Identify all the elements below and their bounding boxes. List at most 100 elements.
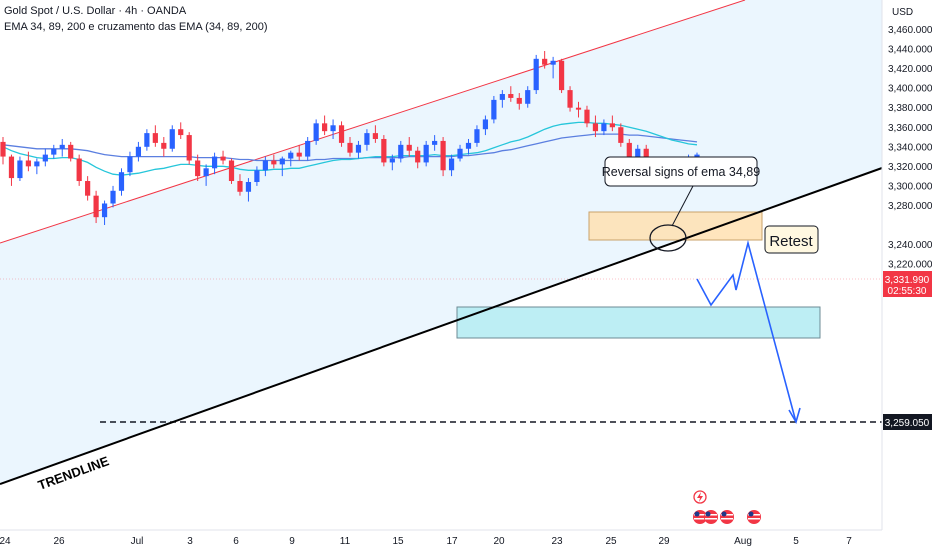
candle-body [398, 144, 404, 159]
candle-body [347, 142, 353, 153]
indicator-legend: EMA 34, 89, 200 e cruzamento das EMA (34… [4, 21, 268, 33]
time-tick-label: 26 [53, 536, 65, 547]
candle-body [288, 152, 294, 159]
candle-body [533, 58, 539, 91]
price-tick-label: 3,280.000 [888, 201, 932, 212]
candle-body [169, 129, 175, 149]
event-icons [693, 490, 761, 524]
price-tick-label: 3,220.000 [888, 260, 932, 271]
candle-body [618, 127, 624, 143]
price-tick-label: 3,460.000 [888, 25, 932, 36]
candle-body [161, 142, 167, 149]
candle-body [575, 107, 582, 110]
candle-body [694, 154, 700, 157]
time-tick-label: 24 [0, 536, 11, 547]
candle-body [381, 138, 387, 163]
candle-body [423, 144, 429, 163]
price-tick-label: 3,320.000 [888, 162, 932, 173]
candle-body [567, 90, 573, 108]
candle-body [389, 158, 395, 163]
price-axis-ticks: 3,460.000 3,440.000 3,420.000 3,400.000 3,38… [888, 25, 932, 271]
reversal-callout-text: Reversal signs of ema 34,89 [602, 165, 760, 179]
time-tick-label: 7 [846, 536, 852, 547]
candle-body [542, 58, 548, 65]
channel-fill [0, 0, 882, 484]
candle-body [499, 94, 505, 100]
time-axis[interactable] [0, 530, 932, 550]
candle-body [211, 156, 218, 169]
last-price: 3,331.990 [885, 275, 930, 286]
time-tick-label: Jul [131, 536, 144, 547]
candle-body [457, 148, 463, 159]
time-tick-label: 15 [392, 536, 404, 547]
candle-body [372, 133, 378, 139]
retest-box [764, 225, 819, 254]
price-tick-label: 3,440.000 [888, 45, 932, 56]
price-tick-label: 3,360.000 [888, 123, 932, 134]
candle-body [448, 158, 455, 171]
callout-pointer [671, 185, 694, 227]
candle-body [152, 133, 158, 143]
candle-body [491, 99, 497, 120]
candle-body [68, 144, 74, 159]
time-tick-label: Aug [734, 536, 752, 547]
candle-body [101, 203, 108, 218]
price-tick-label: 3,420.000 [888, 64, 932, 75]
candle-body [51, 148, 57, 155]
time-tick-label: 29 [658, 536, 670, 547]
candle-body [508, 94, 514, 98]
candle-body [406, 144, 412, 151]
candle-body [85, 181, 91, 196]
time-tick-label: 25 [605, 536, 617, 547]
candle-body [296, 152, 302, 157]
chart-title: Gold Spot / U.S. Dollar · 4h · OANDA [4, 5, 187, 17]
ema34-line [2, 121, 698, 176]
us-flag-icon [693, 510, 707, 524]
candle-body [195, 160, 201, 177]
price-tick-label: 3,240.000 [888, 240, 932, 251]
candle-body [415, 150, 421, 163]
target-badge [883, 414, 932, 430]
candle-body [25, 160, 31, 167]
candle-body [474, 129, 480, 143]
us-flag-icon [720, 510, 734, 524]
projection-path [696, 239, 797, 423]
candle-body [465, 142, 472, 149]
price-tick-label: 3,300.000 [888, 181, 932, 192]
candle-body [440, 140, 446, 171]
trendline [0, 167, 883, 485]
reversal-callout-box [604, 156, 758, 187]
support-zone [456, 306, 821, 339]
candle-body [592, 123, 599, 132]
candle-body [516, 97, 522, 104]
ema89-line [2, 133, 698, 162]
candle-body [34, 161, 40, 167]
time-tick-label: 3 [187, 536, 193, 547]
candle-body [76, 158, 82, 182]
candle-body [228, 160, 235, 182]
candle-body [144, 133, 150, 147]
candle-body [0, 141, 6, 157]
candle-body [305, 140, 311, 157]
time-tick-label: 5 [793, 536, 799, 547]
candle-body [525, 90, 531, 104]
countdown: 02:55:30 [888, 286, 927, 297]
candle-body [186, 135, 192, 161]
candle-body [355, 144, 362, 153]
time-tick-label: 17 [446, 536, 458, 547]
candle-body [635, 148, 641, 159]
candle-body [254, 170, 260, 182]
candle-body [550, 60, 556, 65]
channel-upper-line [0, 0, 746, 244]
candle-body [584, 109, 590, 124]
candle-body [643, 148, 649, 161]
candle-body [626, 142, 632, 159]
candle-body [42, 154, 48, 162]
candle-body [364, 133, 370, 145]
price-tick-label: 3,340.000 [888, 142, 932, 153]
candle-body [237, 181, 243, 192]
time-tick-label: 6 [233, 536, 239, 547]
us-flag-icon [747, 510, 761, 524]
time-tick-label: 11 [340, 536, 351, 547]
